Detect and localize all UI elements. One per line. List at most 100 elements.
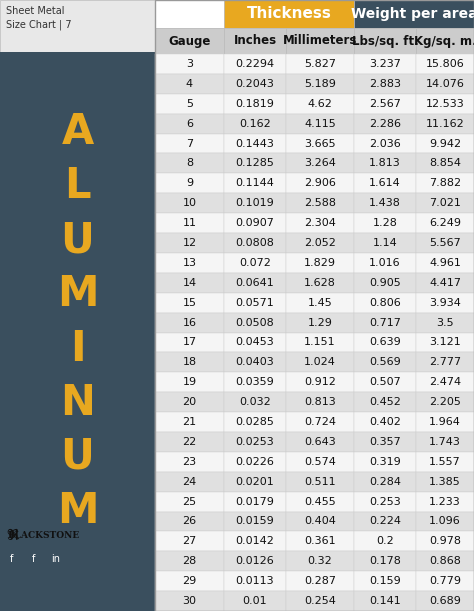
Bar	[286, 492, 354, 511]
Bar	[224, 273, 286, 293]
Text: Kg/sq. m.: Kg/sq. m.	[414, 34, 474, 48]
Text: 3.665: 3.665	[304, 139, 336, 148]
Text: 0.253: 0.253	[369, 497, 401, 507]
Text: 0.813: 0.813	[304, 397, 336, 407]
Circle shape	[3, 550, 21, 568]
Text: 0.779: 0.779	[429, 576, 461, 586]
Bar	[155, 153, 224, 174]
Text: 8: 8	[186, 158, 193, 169]
Bar	[286, 293, 354, 313]
Bar	[286, 591, 354, 611]
Bar	[224, 74, 286, 93]
Bar	[224, 591, 286, 611]
Bar	[354, 313, 416, 332]
Bar	[155, 253, 224, 273]
Bar	[354, 551, 416, 571]
Text: Millimeters: Millimeters	[283, 34, 357, 48]
Text: 1.628: 1.628	[304, 278, 336, 288]
Bar	[286, 114, 354, 134]
Bar	[286, 93, 354, 114]
Text: 9.942: 9.942	[429, 139, 461, 148]
Text: 1.813: 1.813	[369, 158, 401, 169]
Bar	[286, 28, 354, 54]
Text: 0.868: 0.868	[429, 556, 461, 566]
Text: 2.777: 2.777	[429, 357, 461, 367]
Bar	[354, 472, 416, 492]
Text: 0.2: 0.2	[376, 536, 394, 546]
Text: 18: 18	[182, 357, 197, 367]
Bar	[224, 293, 286, 313]
Text: N: N	[60, 382, 95, 423]
Bar	[286, 193, 354, 213]
Text: Lbs/sq. ft.: Lbs/sq. ft.	[352, 34, 419, 48]
Bar	[416, 551, 474, 571]
Text: 0.724: 0.724	[304, 417, 336, 427]
Text: 0.689: 0.689	[429, 596, 461, 606]
Text: 0.178: 0.178	[369, 556, 401, 566]
Text: 0.2043: 0.2043	[236, 79, 274, 89]
Bar	[416, 213, 474, 233]
Bar	[224, 93, 286, 114]
Text: 0.0179: 0.0179	[236, 497, 274, 507]
Text: 0.01: 0.01	[243, 596, 267, 606]
Text: 16: 16	[182, 318, 197, 327]
Text: 0.0226: 0.0226	[236, 457, 274, 467]
Bar	[155, 114, 224, 134]
Bar	[155, 353, 224, 372]
Text: 0.574: 0.574	[304, 457, 336, 467]
Text: 14.076: 14.076	[426, 79, 465, 89]
Text: 0.0201: 0.0201	[236, 477, 274, 487]
Bar	[224, 233, 286, 253]
Bar	[224, 134, 286, 153]
Text: 1.743: 1.743	[429, 437, 461, 447]
Text: 0.0641: 0.0641	[236, 278, 274, 288]
Text: Thickness: Thickness	[246, 7, 331, 21]
Text: 13: 13	[182, 258, 197, 268]
Text: 23: 23	[182, 457, 197, 467]
Bar	[224, 153, 286, 174]
Bar	[354, 0, 474, 28]
Text: 1.151: 1.151	[304, 337, 336, 348]
Text: 7.021: 7.021	[429, 198, 461, 208]
Circle shape	[25, 550, 43, 568]
Bar	[155, 571, 224, 591]
Text: Sheet Metal
Size Chart | 7: Sheet Metal Size Chart | 7	[6, 6, 72, 31]
Bar	[354, 372, 416, 392]
Text: 24: 24	[182, 477, 197, 487]
Text: 1.557: 1.557	[429, 457, 461, 467]
Text: 0.0907: 0.0907	[236, 218, 274, 228]
Text: 6.249: 6.249	[429, 218, 461, 228]
Bar	[416, 273, 474, 293]
Bar	[354, 452, 416, 472]
Bar	[155, 233, 224, 253]
Bar	[416, 293, 474, 313]
Text: 0.0159: 0.0159	[236, 516, 274, 527]
Text: f: f	[32, 554, 36, 564]
Text: 3.121: 3.121	[429, 337, 461, 348]
Text: 0.32: 0.32	[308, 556, 332, 566]
Text: 2.205: 2.205	[429, 397, 461, 407]
Bar	[416, 253, 474, 273]
Bar	[416, 353, 474, 372]
Bar	[155, 134, 224, 153]
Bar	[416, 233, 474, 253]
Text: I: I	[70, 327, 85, 370]
Text: 3.5: 3.5	[436, 318, 454, 327]
Text: 0.806: 0.806	[369, 298, 401, 308]
Text: 0.1285: 0.1285	[236, 158, 274, 169]
Bar	[224, 313, 286, 332]
Text: 3.237: 3.237	[369, 59, 401, 69]
Bar	[416, 174, 474, 193]
Bar	[416, 591, 474, 611]
Text: 7: 7	[186, 139, 193, 148]
Bar	[224, 412, 286, 432]
Text: 1.14: 1.14	[373, 238, 397, 248]
Text: 20: 20	[182, 397, 197, 407]
Text: 2.286: 2.286	[369, 119, 401, 129]
Text: 0.912: 0.912	[304, 377, 336, 387]
Text: 27: 27	[182, 536, 197, 546]
Text: 0.0403: 0.0403	[236, 357, 274, 367]
Bar	[354, 93, 416, 114]
Text: Inches: Inches	[233, 34, 276, 48]
Bar	[354, 332, 416, 353]
